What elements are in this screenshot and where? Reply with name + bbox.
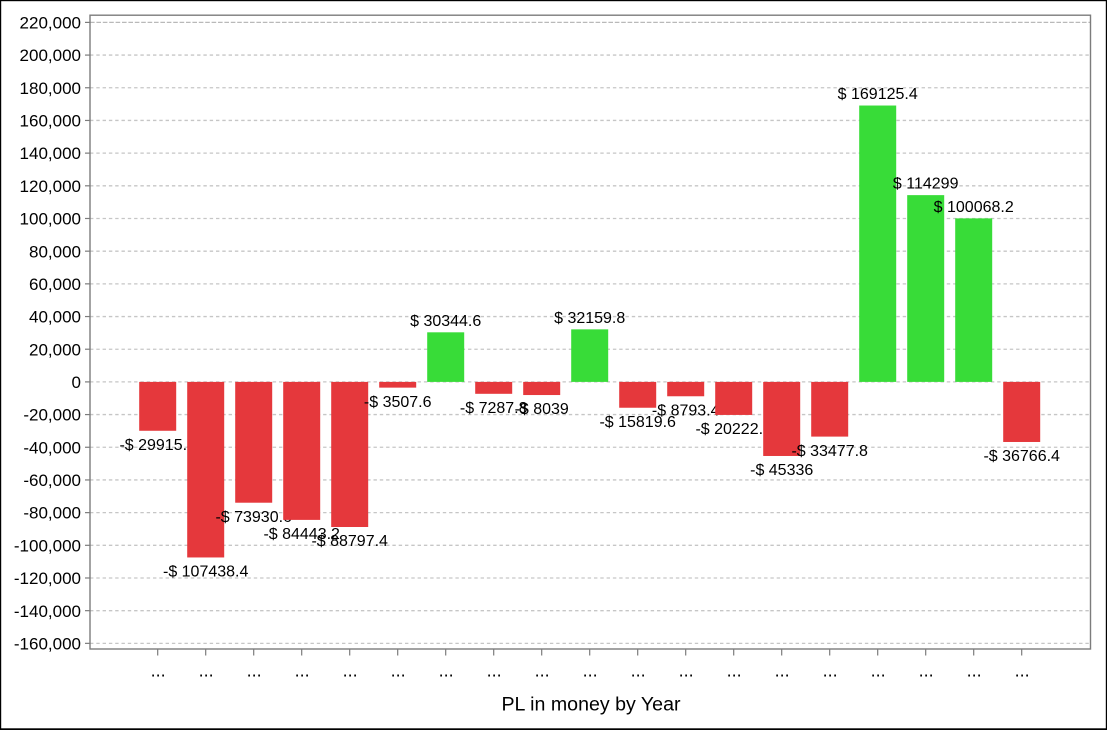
svg-text:$ 100068.2: $ 100068.2 xyxy=(934,199,1014,216)
svg-text:...: ... xyxy=(967,661,982,681)
svg-text:...: ... xyxy=(823,661,838,681)
svg-text:...: ... xyxy=(871,661,886,681)
svg-text:...: ... xyxy=(535,661,550,681)
svg-text:-$ 84443.2: -$ 84443.2 xyxy=(263,526,340,543)
svg-text:-$ 20222.2: -$ 20222.2 xyxy=(695,421,772,438)
svg-text:-$ 15819.6: -$ 15819.6 xyxy=(599,414,676,431)
svg-text:-$ 8793.4: -$ 8793.4 xyxy=(652,402,720,419)
svg-text:$ 32159.8: $ 32159.8 xyxy=(554,310,625,327)
svg-text:220,000: 220,000 xyxy=(20,14,81,33)
svg-text:-60,000: -60,000 xyxy=(23,471,81,490)
svg-text:...: ... xyxy=(583,661,598,681)
svg-text:140,000: 140,000 xyxy=(20,144,81,163)
svg-text:-$ 88797.4: -$ 88797.4 xyxy=(311,533,388,550)
svg-text:...: ... xyxy=(679,661,694,681)
svg-text:...: ... xyxy=(391,661,406,681)
svg-text:PL in money by Year: PL in money by Year xyxy=(501,694,680,716)
svg-text:...: ... xyxy=(1015,661,1030,681)
svg-text:...: ... xyxy=(775,661,790,681)
svg-text:...: ... xyxy=(727,661,742,681)
svg-text:-$ 8039: -$ 8039 xyxy=(515,401,569,418)
svg-text:20,000: 20,000 xyxy=(29,340,81,359)
svg-text:120,000: 120,000 xyxy=(20,177,81,196)
svg-text:...: ... xyxy=(199,661,214,681)
svg-text:$ 169125.4: $ 169125.4 xyxy=(838,86,918,103)
svg-text:80,000: 80,000 xyxy=(29,242,81,261)
svg-text:-100,000: -100,000 xyxy=(14,536,81,555)
svg-text:...: ... xyxy=(631,661,646,681)
svg-text:-$ 7287.8: -$ 7287.8 xyxy=(460,400,528,417)
svg-text:-$ 3507.6: -$ 3507.6 xyxy=(364,394,432,411)
svg-text:-$ 45336: -$ 45336 xyxy=(750,462,813,479)
svg-text:-$ 36766.4: -$ 36766.4 xyxy=(983,448,1060,465)
svg-text:...: ... xyxy=(919,661,934,681)
svg-text:-$ 33477.8: -$ 33477.8 xyxy=(791,443,868,460)
svg-text:$ 114299: $ 114299 xyxy=(893,176,959,193)
svg-text:-20,000: -20,000 xyxy=(23,406,81,425)
svg-text:100,000: 100,000 xyxy=(20,210,81,229)
svg-text:40,000: 40,000 xyxy=(29,308,81,327)
svg-text:180,000: 180,000 xyxy=(20,79,81,98)
svg-text:200,000: 200,000 xyxy=(20,46,81,65)
svg-text:-$ 73930.6: -$ 73930.6 xyxy=(215,509,292,526)
svg-text:...: ... xyxy=(295,661,310,681)
svg-text:...: ... xyxy=(247,661,262,681)
svg-text:160,000: 160,000 xyxy=(20,112,81,131)
svg-text:60,000: 60,000 xyxy=(29,275,81,294)
svg-text:-40,000: -40,000 xyxy=(23,438,81,457)
svg-text:-$ 29915.4: -$ 29915.4 xyxy=(119,437,196,454)
svg-text:0: 0 xyxy=(72,373,81,392)
svg-text:...: ... xyxy=(151,661,166,681)
svg-text:-140,000: -140,000 xyxy=(14,602,81,621)
svg-text:...: ... xyxy=(487,661,502,681)
svg-text:-120,000: -120,000 xyxy=(14,569,81,588)
svg-text:-160,000: -160,000 xyxy=(14,634,81,653)
svg-text:-$ 107438.4: -$ 107438.4 xyxy=(163,564,249,581)
svg-text:-80,000: -80,000 xyxy=(23,504,81,523)
svg-text:$ 30344.6: $ 30344.6 xyxy=(410,313,481,330)
svg-text:...: ... xyxy=(439,661,454,681)
svg-text:...: ... xyxy=(343,661,358,681)
